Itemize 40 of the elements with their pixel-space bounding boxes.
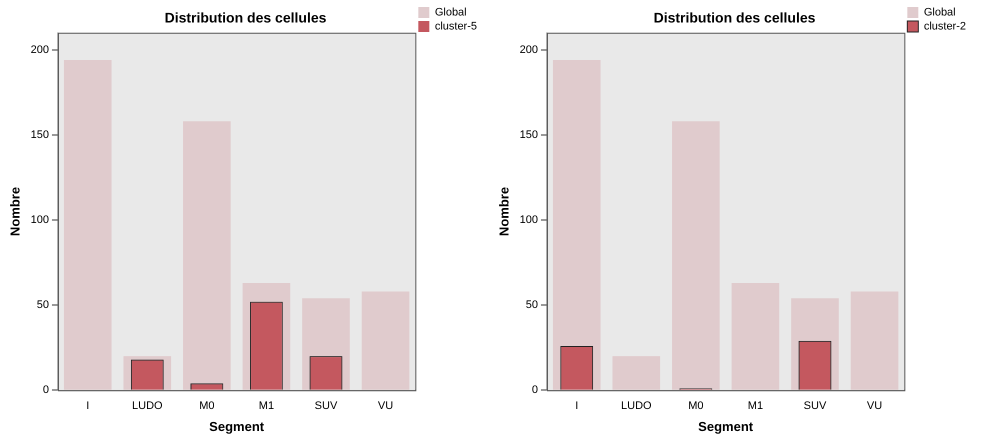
- bar: [850, 291, 898, 390]
- x-tick-label: I: [86, 400, 90, 412]
- x-tick-label: VU: [866, 400, 882, 412]
- bar: [732, 282, 780, 390]
- x-tick-label: LUDO: [621, 400, 652, 412]
- y-tick-label: 50: [526, 299, 538, 312]
- y-axis-title: Nombre: [496, 186, 512, 236]
- x-tick-label: M0: [199, 400, 214, 412]
- chart-title: Distribution des cellules: [654, 9, 816, 26]
- x-tick-label: M1: [748, 400, 764, 412]
- x-tick-label: VU: [378, 400, 394, 412]
- y-tick-label: 100: [520, 214, 538, 226]
- y-axis-title: Nombre: [7, 186, 22, 236]
- bar: [672, 121, 720, 390]
- bar: [552, 60, 601, 390]
- x-tick-label: SUV: [314, 400, 338, 412]
- chart-title: Distribution des cellules: [164, 9, 327, 26]
- x-tick-label: M1: [258, 400, 274, 412]
- y-tick-label: 150: [30, 128, 49, 141]
- x-tick-label: LUDO: [132, 400, 164, 412]
- y-tick-label: 200: [30, 44, 49, 56]
- x-axis-title: Segment: [698, 418, 754, 434]
- x-axis-title: Segment: [209, 418, 265, 434]
- bar: [64, 60, 112, 390]
- bar: [612, 356, 660, 390]
- y-tick-label: 150: [520, 128, 538, 141]
- y-tick-label: 0: [42, 384, 49, 396]
- bar: [362, 291, 410, 390]
- legend-label: cluster-5: [434, 20, 478, 33]
- x-tick-label: I: [575, 400, 578, 412]
- legend-label: cluster-2: [924, 20, 966, 33]
- legend-label: Global: [924, 6, 956, 19]
- y-tick-label: 50: [36, 299, 49, 312]
- y-tick-label: 0: [532, 384, 538, 396]
- legend-label: Global: [434, 6, 467, 19]
- y-tick-label: 100: [30, 214, 49, 226]
- x-tick-label: M0: [688, 400, 704, 412]
- bar: [183, 121, 231, 390]
- y-tick-label: 200: [520, 44, 538, 56]
- x-tick-label: SUV: [804, 400, 827, 412]
